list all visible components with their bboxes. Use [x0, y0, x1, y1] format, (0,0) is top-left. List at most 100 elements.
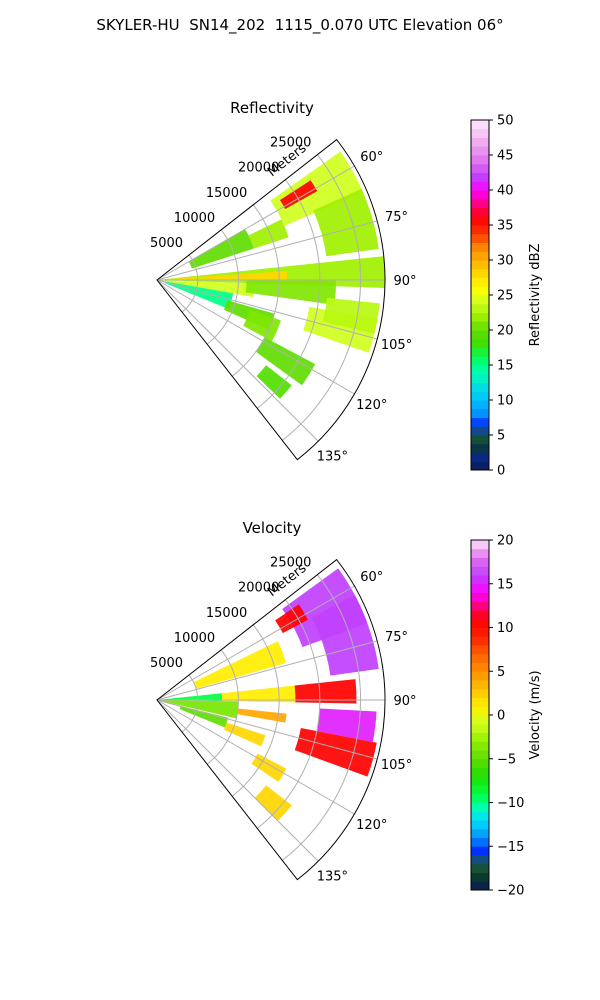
- colorbar-swatch: [471, 706, 489, 716]
- colorbar-swatch: [471, 251, 489, 261]
- colorbar-swatch: [471, 645, 489, 655]
- colorbar-swatch: [471, 741, 489, 751]
- colorbar-swatch: [471, 128, 489, 138]
- colorbar-tick-label: 10: [497, 621, 514, 636]
- colorbar-tick-label: 15: [497, 577, 514, 592]
- radar-echo: [248, 219, 289, 249]
- colorbar-swatch: [471, 365, 489, 375]
- colorbar-swatch: [471, 268, 489, 278]
- polar-grid: [156, 154, 385, 442]
- colorbar-swatch: [471, 671, 489, 681]
- azimuth-line: [156, 165, 355, 281]
- colorbar-swatch: [471, 330, 489, 340]
- reflectivity-panel: Reflectivity500010000150002000025000Mete…: [150, 99, 543, 479]
- colorbar-swatch: [471, 443, 489, 453]
- range-ring: [282, 154, 362, 441]
- colorbar-swatch: [471, 435, 489, 445]
- azimuth-tick-label: 90°: [393, 274, 416, 289]
- range-tick-label: 20000: [238, 581, 279, 596]
- colorbar-swatch: [471, 120, 489, 130]
- colorbar-swatch: [471, 785, 489, 795]
- range-tick-label: 5000: [150, 236, 183, 251]
- azimuth-line: [156, 220, 378, 281]
- radar-echo: [157, 693, 223, 702]
- colorbar-swatch: [471, 548, 489, 558]
- colorbar-tick-label: 40: [497, 184, 514, 199]
- colorbar-swatch: [471, 566, 489, 576]
- colorbar-swatch: [471, 723, 489, 733]
- colorbar-tick-label: 50: [497, 114, 514, 129]
- radar-echo: [254, 785, 292, 821]
- azimuth-tick-label: 135°: [317, 869, 348, 884]
- colorbar-tick-label: 5: [497, 665, 505, 680]
- range-ring: [256, 179, 321, 409]
- azimuth-tick-label: 135°: [317, 449, 348, 464]
- colorbar-swatch: [471, 172, 489, 182]
- radar-echo: [223, 722, 266, 747]
- colorbar-swatch: [471, 155, 489, 165]
- colorbar-swatch: [471, 846, 489, 856]
- range-ring: [282, 574, 362, 861]
- azimuth-line: [156, 279, 378, 340]
- colorbar-tick-label: −20: [497, 884, 524, 899]
- colorbar-swatch: [471, 758, 489, 768]
- colorbar-tick-label: 25: [497, 289, 514, 304]
- radar-echo: [294, 679, 357, 704]
- radar-echo: [251, 753, 287, 782]
- range-tick-label: 15000: [206, 186, 247, 201]
- colorbar-swatch: [471, 618, 489, 628]
- colorbar: −20 −15 −10 −5 0 5 10 15 20 Velocity (m/s): [470, 534, 543, 899]
- colorbar-swatch: [471, 627, 489, 637]
- colorbar-tick-label: 35: [497, 219, 514, 234]
- colorbar-swatch: [471, 146, 489, 156]
- colorbar-swatch: [471, 391, 489, 401]
- range-ring: [256, 599, 321, 829]
- colorbar-swatch: [471, 198, 489, 208]
- range-ring: [206, 229, 239, 345]
- colorbar-swatch: [471, 715, 489, 725]
- azimuth-tick-label: 75°: [385, 210, 408, 225]
- colorbar-swatch: [471, 417, 489, 427]
- range-tick-label: 20000: [238, 161, 279, 176]
- radar-echo: [179, 705, 229, 728]
- range-tick-label: 15000: [206, 606, 247, 621]
- colorbar-swatch: [471, 260, 489, 270]
- range-ring: [231, 204, 280, 377]
- azimuth-tick-label: 105°: [381, 758, 412, 773]
- azimuth-line: [156, 699, 319, 862]
- radar-echo: [157, 280, 255, 297]
- colorbar-swatch: [471, 557, 489, 567]
- azimuth-line: [156, 585, 355, 701]
- radar-echo: [237, 708, 287, 723]
- azimuth-line: [156, 279, 319, 442]
- colorbar: 0 5 10 15 20 25 30 35 40 45 50 Reflectivity dBZ: [470, 114, 543, 479]
- colorbar-swatch: [471, 855, 489, 865]
- colorbar-swatch: [471, 312, 489, 322]
- azimuth-tick-label: 105°: [381, 338, 412, 353]
- colorbar-swatch: [471, 347, 489, 357]
- colorbar-tick-label: 0: [497, 464, 505, 479]
- azimuth-tick-label: 90°: [393, 694, 416, 709]
- colorbar-tick-label: 15: [497, 359, 514, 374]
- azimuth-line: [156, 279, 355, 395]
- colorbar-swatch: [471, 881, 489, 891]
- colorbar-tick-label: 45: [497, 149, 514, 164]
- radar-echo: [255, 337, 316, 386]
- colorbar-tick-label: −15: [497, 840, 524, 855]
- azimuth-tick-label: 75°: [385, 630, 408, 645]
- colorbar-swatch: [471, 820, 489, 830]
- colorbar-swatch: [471, 802, 489, 812]
- colorbar-swatch: [471, 688, 489, 698]
- radar-echo: [243, 310, 281, 342]
- colorbar-tick-label: −5: [497, 752, 516, 767]
- radar-echo: [169, 270, 288, 280]
- azimuth-line: [156, 640, 378, 701]
- colorbar-swatch: [471, 295, 489, 305]
- colorbar-tick-label: 0: [497, 709, 505, 724]
- colorbar-swatch: [471, 426, 489, 436]
- radar-data: [157, 151, 386, 399]
- azimuth-tick-label: 120°: [356, 818, 387, 833]
- colorbar-swatch: [471, 828, 489, 838]
- radar-echo: [270, 151, 364, 226]
- azimuth-tick-label: 60°: [360, 150, 383, 165]
